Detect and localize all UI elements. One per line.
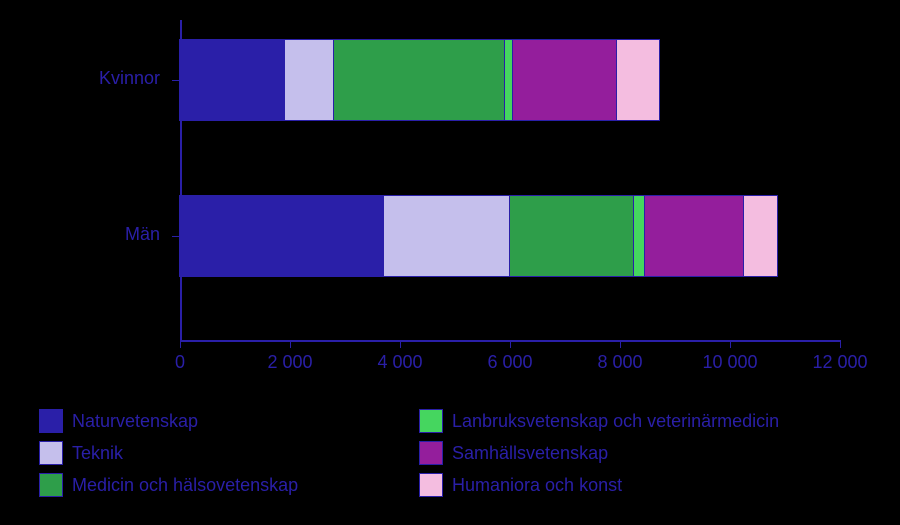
legend-label: Lanbruksvetenskap och veterinärmedicin — [452, 411, 779, 432]
x-tick — [400, 340, 401, 348]
legend: Naturvetenskap Lanbruksvetenskap och vete… — [40, 410, 790, 496]
x-tick-label: 12 000 — [812, 352, 867, 373]
legend-label: Humaniora och konst — [452, 475, 622, 496]
legend-label: Samhällsvetenskap — [452, 443, 608, 464]
x-tick — [510, 340, 511, 348]
bar-segment-humaniora — [744, 196, 777, 276]
legend-item: Teknik — [40, 442, 410, 464]
legend-swatch — [420, 410, 442, 432]
legend-item: Naturvetenskap — [40, 410, 410, 432]
x-tick — [180, 340, 181, 348]
x-tick — [620, 340, 621, 348]
legend-label: Teknik — [72, 443, 123, 464]
bar-segment-samhalls — [645, 196, 744, 276]
legend-swatch — [420, 474, 442, 496]
bar-segment-medicin — [334, 40, 505, 120]
bar-segment-lantbruk — [634, 196, 645, 276]
x-tick-label: 10 000 — [702, 352, 757, 373]
legend-swatch — [40, 442, 62, 464]
bar-segment-teknik — [285, 40, 335, 120]
x-tick-label: 2 000 — [267, 352, 312, 373]
bar-segment-humaniora — [617, 40, 658, 120]
y-category-label: Kvinnor — [20, 68, 160, 89]
y-tick — [172, 236, 180, 237]
legend-swatch — [420, 442, 442, 464]
legend-swatch — [40, 410, 62, 432]
bar-segment-teknik — [384, 196, 511, 276]
bar-segment-naturvetenskap — [180, 40, 285, 120]
legend-label: Medicin och hälsovetenskap — [72, 475, 298, 496]
legend-label: Naturvetenskap — [72, 411, 198, 432]
x-tick — [840, 340, 841, 348]
bar-segment-samhalls — [513, 40, 618, 120]
legend-swatch — [40, 474, 62, 496]
legend-item: Samhällsvetenskap — [420, 442, 790, 464]
x-tick — [290, 340, 291, 348]
x-tick — [730, 340, 731, 348]
x-tick-label: 0 — [175, 352, 185, 373]
bar-segment-medicin — [510, 196, 634, 276]
bar-segment-lantbruk — [505, 40, 513, 120]
y-tick — [172, 80, 180, 81]
chart-container: { "chart": { "type": "stacked-bar-horizo… — [0, 0, 900, 525]
legend-item: Humaniora och konst — [420, 474, 790, 496]
x-tick-label: 6 000 — [487, 352, 532, 373]
x-tick-label: 8 000 — [597, 352, 642, 373]
y-category-label: Män — [20, 224, 160, 245]
bar-segment-naturvetenskap — [180, 196, 384, 276]
legend-item: Medicin och hälsovetenskap — [40, 474, 410, 496]
legend-item: Lanbruksvetenskap och veterinärmedicin — [420, 410, 790, 432]
x-tick-label: 4 000 — [377, 352, 422, 373]
